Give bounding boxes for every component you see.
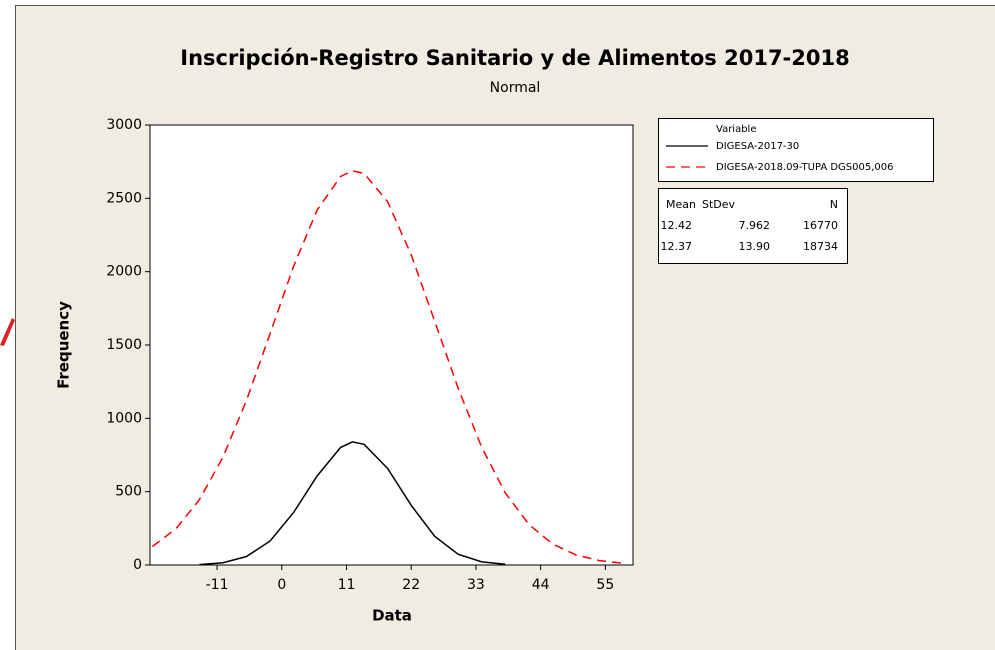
series-line [199,441,506,565]
legend-label: DIGESA-2017-30 [716,141,799,152]
stats-cell: 16770 [803,219,838,232]
x-tick-label: 0 [277,577,286,593]
stats-cell: 12.42 [661,219,693,232]
x-tick-label: 33 [467,577,485,593]
chart-title: Inscripción-Registro Sanitario y de Alim… [180,46,849,70]
legend-title: Variable [716,124,757,135]
x-tick-label: 22 [402,577,420,593]
stats-header: N [830,198,838,211]
y-axis-label: Frequency [55,301,73,389]
plot-area [149,124,634,566]
y-tick-label: 2000 [106,264,142,280]
y-tick-label: 500 [115,484,142,500]
stats-box [658,188,848,264]
x-tick-label: -11 [206,577,229,593]
chart-subtitle: Normal [490,80,541,96]
legend-label: DIGESA-2018.09-TUPA DGS005,006 [716,162,894,173]
y-tick-label: 3000 [106,117,142,133]
red-arrow-fragment [0,318,15,346]
y-tick-label: 1500 [106,337,142,353]
stats-cell: 12.37 [661,240,693,253]
y-tick-label: 1000 [106,410,142,426]
legend-box [658,118,934,182]
y-tick-label: 0 [133,557,142,573]
stats-header: StDev [702,198,736,211]
x-tick-label: 11 [338,577,356,593]
stats-cell: 13.90 [739,240,771,253]
stats-header: Mean [666,198,696,211]
stats-cell: 18734 [803,240,838,253]
y-tick-label: 2500 [106,190,142,206]
x-tick-label: 44 [532,577,550,593]
stats-cell: 7.962 [739,219,771,232]
x-axis-label: Data [372,607,412,625]
x-tick-label: 55 [596,577,614,593]
